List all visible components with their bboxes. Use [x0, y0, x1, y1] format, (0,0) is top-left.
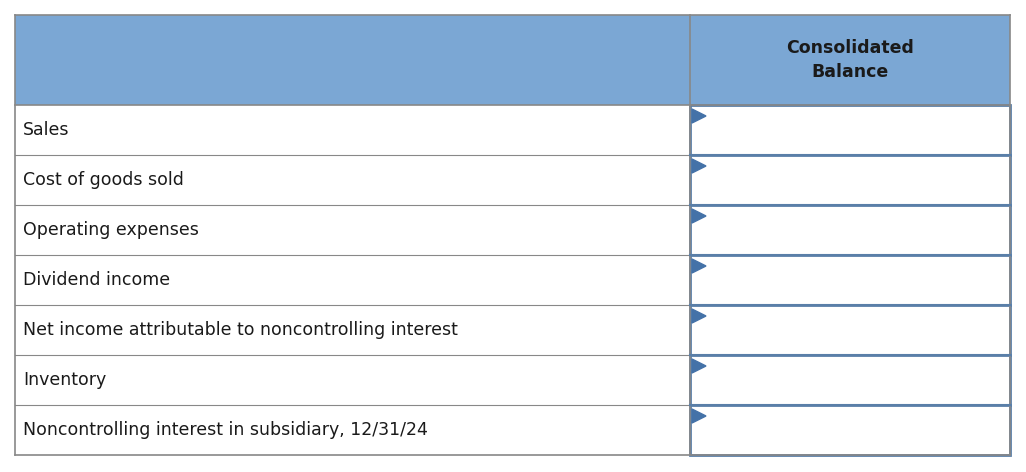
Text: Inventory: Inventory — [23, 371, 107, 389]
Bar — [690, 305, 1010, 355]
Bar — [15, 305, 690, 355]
Bar — [690, 105, 1010, 155]
Bar — [15, 205, 690, 255]
Text: Operating expenses: Operating expenses — [23, 221, 199, 239]
Bar — [690, 155, 1010, 205]
Polygon shape — [692, 209, 706, 223]
Polygon shape — [692, 109, 706, 123]
Bar — [15, 405, 690, 455]
Bar — [690, 15, 1010, 105]
Polygon shape — [692, 159, 706, 173]
Bar — [15, 155, 690, 205]
Bar — [690, 355, 1010, 405]
Bar — [690, 405, 1010, 455]
Text: Net income attributable to noncontrolling interest: Net income attributable to noncontrollin… — [23, 321, 458, 339]
Bar — [690, 205, 1010, 255]
Bar — [15, 15, 690, 105]
Bar — [690, 355, 1010, 405]
Polygon shape — [692, 409, 706, 423]
Bar — [690, 255, 1010, 305]
Text: Cost of goods sold: Cost of goods sold — [23, 171, 184, 189]
Text: Noncontrolling interest in subsidiary, 12/31/24: Noncontrolling interest in subsidiary, 1… — [23, 421, 428, 439]
Polygon shape — [692, 359, 706, 373]
Bar — [690, 205, 1010, 255]
Polygon shape — [692, 259, 706, 273]
Bar — [690, 105, 1010, 155]
Text: Consolidated
Balance: Consolidated Balance — [786, 39, 914, 81]
Polygon shape — [692, 309, 706, 323]
Bar — [15, 105, 690, 155]
Bar — [690, 255, 1010, 305]
Bar — [15, 255, 690, 305]
Bar — [15, 355, 690, 405]
Bar — [690, 305, 1010, 355]
Bar — [690, 405, 1010, 455]
Text: Dividend income: Dividend income — [23, 271, 170, 289]
Text: Sales: Sales — [23, 121, 70, 139]
Bar — [690, 155, 1010, 205]
